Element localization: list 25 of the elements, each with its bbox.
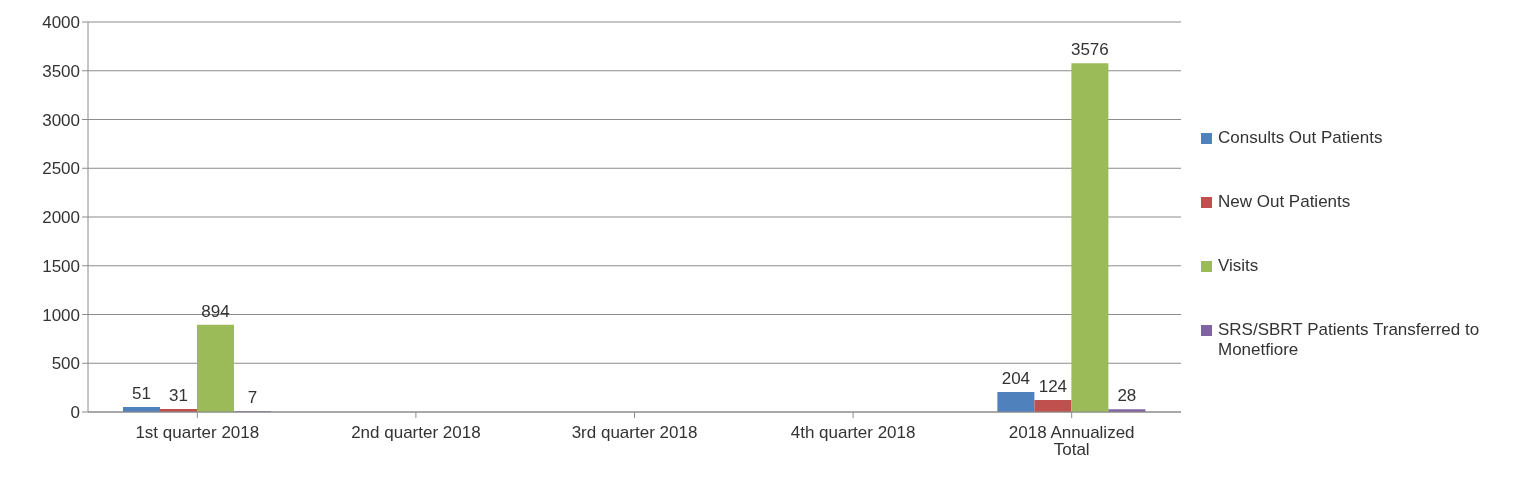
y-tick-label: 4000 [42, 13, 80, 33]
data-label: 28 [1117, 386, 1137, 406]
y-tick-label: 1000 [42, 305, 80, 325]
legend-label: Consults Out Patients [1218, 128, 1383, 148]
y-tick-label: 2000 [42, 208, 80, 228]
data-label: 7 [247, 388, 258, 408]
y-tick-label: 3500 [42, 61, 80, 81]
x-tick-label: 2018 Annualized Total [1008, 423, 1135, 460]
x-tick-label: 1st quarter 2018 [135, 423, 260, 443]
legend-label: New Out Patients [1218, 192, 1351, 212]
y-tick-label: 2500 [42, 159, 80, 179]
y-tick-label: 0 [70, 403, 80, 423]
data-label: 3576 [1070, 40, 1109, 60]
data-label: 124 [1038, 376, 1068, 396]
legend-label: Visits [1218, 256, 1259, 276]
x-tick-label: 3rd quarter 2018 [571, 423, 698, 443]
y-tick-label: 500 [51, 354, 80, 374]
data-label: 31 [169, 385, 188, 405]
data-label: 51 [132, 384, 151, 404]
data-label: 204 [1001, 369, 1031, 389]
legend-label: SRS/SBRT Patients Transferred to Monetfiore [1218, 320, 1481, 360]
x-tick-label: 2nd quarter 2018 [351, 423, 481, 443]
y-tick-label: 1500 [42, 256, 80, 276]
x-tick-label: 4th quarter 2018 [790, 423, 916, 443]
y-tick-label: 3000 [42, 110, 80, 130]
